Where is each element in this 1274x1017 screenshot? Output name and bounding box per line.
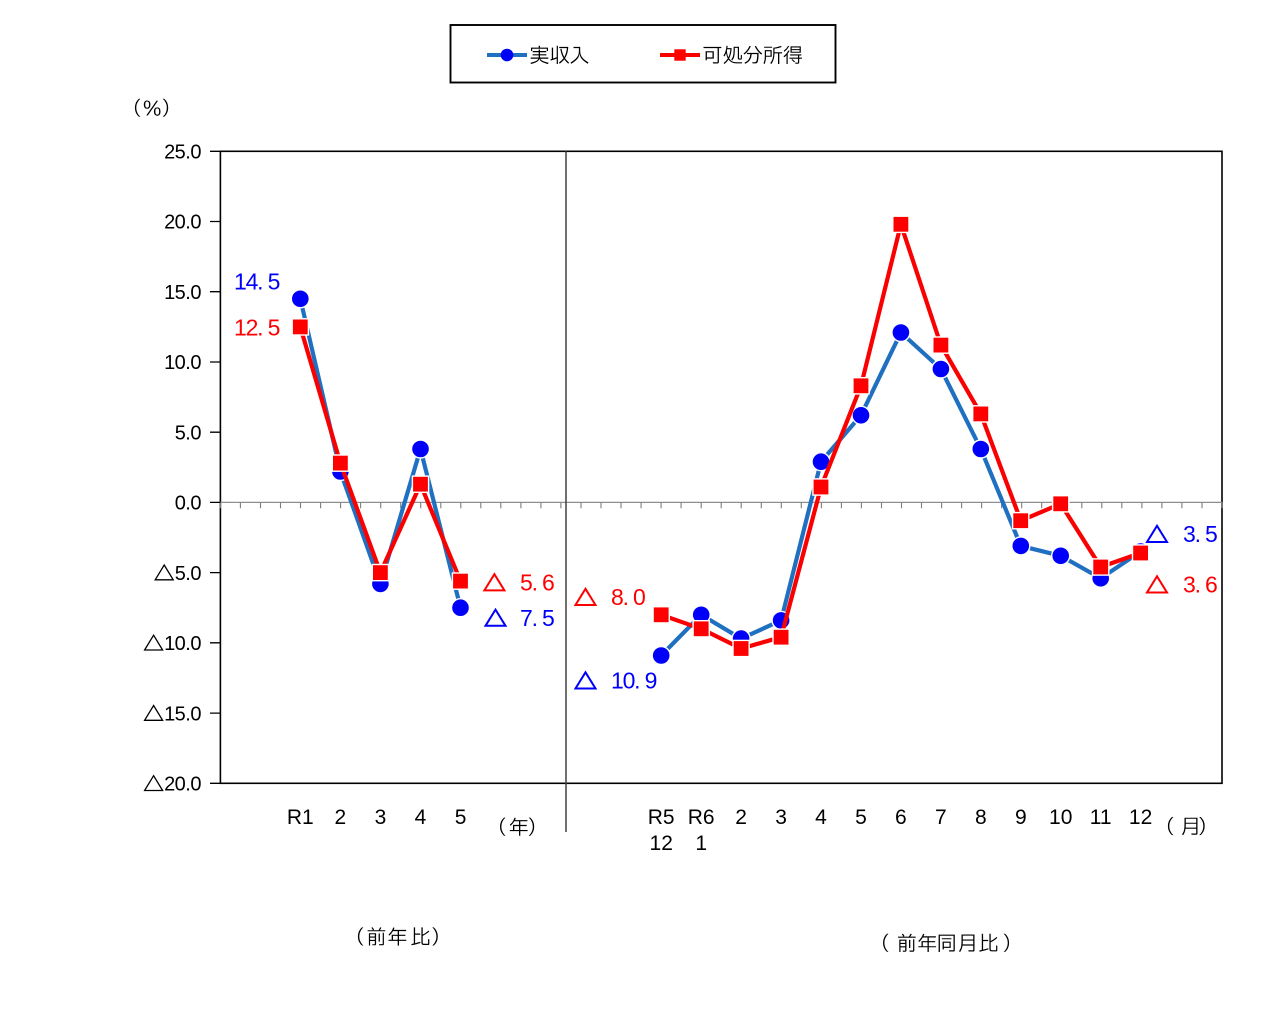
- svg-text:14. 5: 14. 5: [234, 269, 280, 295]
- svg-text:4: 4: [815, 806, 827, 829]
- svg-text:10.0: 10.0: [164, 352, 201, 374]
- svg-text:0.0: 0.0: [175, 493, 202, 515]
- svg-text:8. 0: 8. 0: [611, 584, 645, 610]
- svg-text:2: 2: [735, 806, 747, 829]
- svg-text:20.0: 20.0: [164, 212, 201, 234]
- svg-text:9: 9: [1015, 806, 1027, 829]
- svg-text:15.0: 15.0: [164, 282, 201, 304]
- svg-text:5. 6: 5. 6: [520, 570, 554, 596]
- svg-text:4: 4: [415, 806, 427, 829]
- svg-text:15.0: 15.0: [164, 703, 201, 725]
- svg-text:12: 12: [650, 832, 673, 855]
- svg-text:10. 9: 10. 9: [611, 668, 657, 694]
- svg-text:12: 12: [1129, 806, 1152, 829]
- svg-text:3: 3: [375, 806, 387, 829]
- svg-text:10: 10: [1049, 806, 1072, 829]
- svg-text:2: 2: [335, 806, 347, 829]
- svg-text:5.0: 5.0: [175, 422, 202, 444]
- svg-text:3. 6: 3. 6: [1183, 572, 1217, 598]
- svg-text:10.0: 10.0: [164, 633, 201, 655]
- svg-text:5: 5: [455, 806, 467, 829]
- svg-text:7. 5: 7. 5: [520, 605, 554, 631]
- svg-text:25.0: 25.0: [164, 142, 201, 164]
- svg-text:3: 3: [775, 806, 787, 829]
- svg-text:5.0: 5.0: [175, 563, 202, 585]
- svg-text:6: 6: [895, 806, 907, 829]
- svg-text:3. 5: 3. 5: [1183, 521, 1217, 547]
- svg-text:R1: R1: [287, 806, 314, 829]
- svg-text:12. 5: 12. 5: [234, 315, 280, 341]
- svg-text:8: 8: [975, 806, 987, 829]
- svg-text:R6: R6: [688, 806, 715, 829]
- svg-text:R5: R5: [648, 806, 675, 829]
- svg-text:20.0: 20.0: [164, 774, 201, 796]
- svg-text:7: 7: [935, 806, 947, 829]
- svg-text:5: 5: [855, 806, 867, 829]
- svg-text:11: 11: [1090, 806, 1112, 829]
- svg-text:1: 1: [695, 832, 707, 855]
